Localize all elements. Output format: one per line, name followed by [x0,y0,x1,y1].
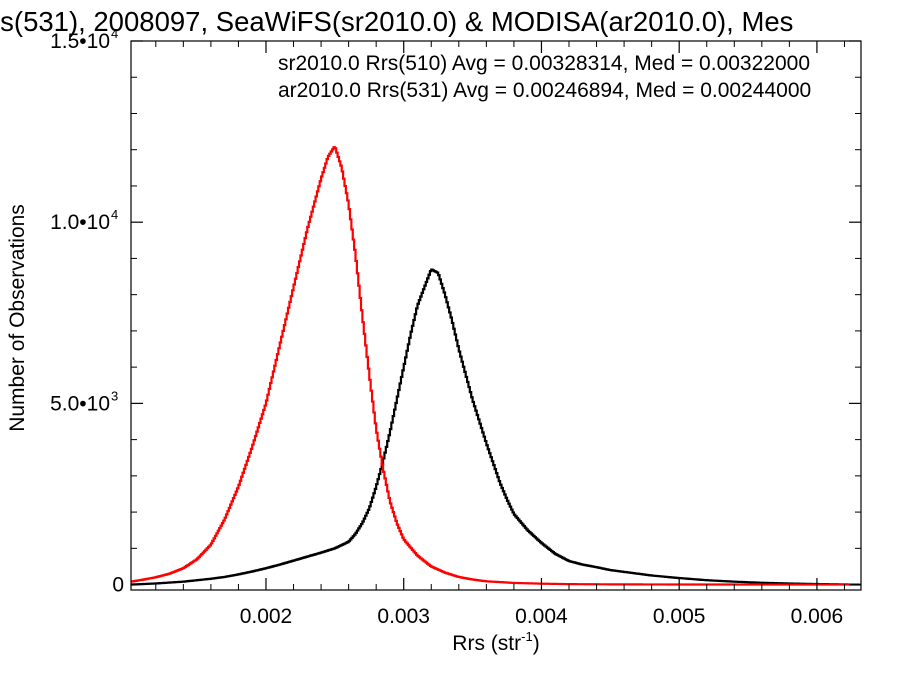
y-tick-label: 1.0•10 [50,211,110,234]
x-tick-label: 0.003 [377,605,430,628]
y-tick-label: 5.0•10 [50,392,110,415]
x-axis-label-superscript: -1 [521,629,533,644]
y-axis-label: Number of Observations [6,204,29,432]
x-axis-label-close: ) [533,632,540,655]
legend-entry-sr2010: sr2010.0 Rrs(510) Avg = 0.00328314, Med … [278,52,810,75]
x-tick-label: 0.004 [515,605,568,628]
plot-frame [130,40,862,591]
y-tick-label: 1.5•10 [50,30,110,53]
x-tick-label: 0.002 [240,605,293,628]
series-line-1 [131,146,861,586]
y-tick-label: 0 [112,574,124,597]
x-axis-label-text: Rrs (str [452,632,521,655]
series-line-0 [131,268,861,586]
x-axis-label: Rrs (str-1) [452,629,539,655]
x-tick-label: 0.005 [653,605,706,628]
y-tick-label-exponent: 3 [111,388,118,403]
series-layer [131,146,861,586]
y-tick-label-exponent: 4 [111,207,118,222]
x-tick-label: 0.006 [791,605,844,628]
y-tick-label-exponent: 4 [111,26,118,41]
legend-entry-ar2010: ar2010.0 Rrs(531) Avg = 0.00246894, Med … [278,79,811,102]
legend: sr2010.0 Rrs(510) Avg = 0.00328314, Med … [278,52,811,102]
chart-title: rs(531), 2008097, SeaWiFS(sr2010.0) & MO… [0,6,793,37]
